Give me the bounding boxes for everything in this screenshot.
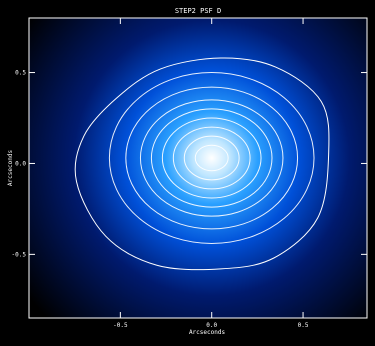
contour-lines — [74, 57, 330, 271]
y-tick-label: -0.5 — [12, 251, 27, 258]
psf-image — [29, 18, 367, 318]
outer-contour-line — [74, 57, 330, 271]
plot-frame — [28, 17, 368, 319]
axis-ticks: -0.5 0.0 0.5 0.5 0.0 -0.5 — [12, 18, 367, 329]
contour-line — [183, 135, 240, 181]
x-axis-label: Arcseconds — [189, 329, 226, 336]
x-tick-label: -0.5 — [113, 322, 128, 329]
y-tick-label: 0.5 — [15, 70, 26, 77]
contour-line — [161, 117, 262, 199]
x-tick-label: 0.0 — [206, 322, 217, 329]
y-axis-label: Arcseconds — [7, 150, 14, 187]
contour-line — [194, 144, 229, 172]
chart-title: STEP2 PSF D — [175, 7, 221, 15]
y-tick-label: 0.0 — [15, 160, 26, 167]
contour-line — [108, 72, 315, 244]
contour-line — [172, 126, 251, 190]
contour-line — [125, 86, 299, 230]
contour-line — [139, 99, 284, 217]
x-tick-label: 0.5 — [298, 322, 309, 329]
contour-line — [150, 108, 273, 208]
